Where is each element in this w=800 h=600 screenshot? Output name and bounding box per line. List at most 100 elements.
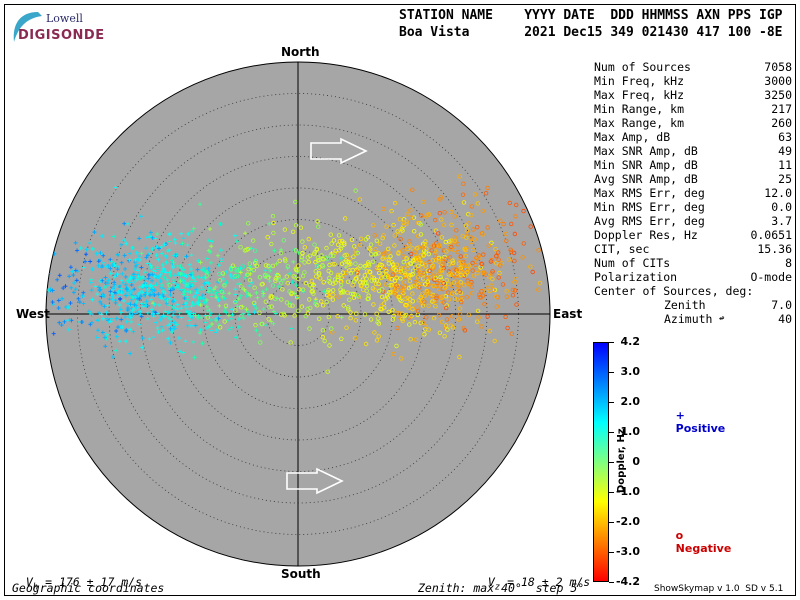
scatter-point-negative: [437, 210, 442, 216]
scatter-point-positive: [164, 301, 169, 306]
scatter-point-positive: [241, 316, 246, 321]
scatter-point-negative: [219, 289, 225, 294]
scatter-point-negative: [293, 199, 298, 205]
scatter-point-positive: [215, 253, 220, 258]
scatter-point-positive: [156, 329, 161, 334]
scatter-point-positive: [115, 272, 120, 277]
scatter-point-positive: [123, 293, 128, 298]
scatter-point-positive: [289, 326, 294, 331]
scatter-point-negative: [486, 243, 491, 248]
scatter-point-negative: [376, 251, 381, 256]
scatter-point-negative: [339, 243, 344, 249]
scatter-point-positive: [201, 265, 206, 270]
scatter-point-negative: [386, 276, 391, 281]
scatter-point-positive: [161, 288, 166, 293]
scatter-point-positive: [233, 292, 238, 297]
scatter-point-negative: [270, 283, 276, 288]
scatter-point-positive: [143, 277, 148, 282]
stats-value: 3250: [764, 88, 792, 102]
scatter-point-positive: [57, 320, 62, 325]
scatter-point-negative: [449, 209, 454, 215]
scatter-point-positive: [193, 313, 198, 318]
colorbar-tick-mark: [609, 432, 614, 433]
scatter-point-negative: [305, 311, 311, 316]
scatter-point-negative: [391, 351, 396, 357]
scatter-point-positive: [229, 316, 234, 321]
scatter-point-positive: [107, 319, 112, 324]
direction-east: East: [553, 307, 583, 321]
scatter-point-positive: [123, 282, 128, 287]
scatter-point-negative: [228, 267, 234, 272]
scatter-point-positive: [153, 236, 158, 241]
scatter-point-negative: [408, 207, 413, 213]
scatter-point-negative: [425, 290, 430, 295]
scatter-point-positive: [122, 238, 127, 243]
scatter-point-negative: [277, 277, 283, 283]
scatter-point-positive: [145, 316, 150, 321]
scatter-point-positive: [168, 270, 173, 275]
scatter-point-positive: [102, 293, 107, 298]
scatter-point-positive: [177, 336, 182, 341]
scatter-point-negative: [450, 258, 455, 263]
scatter-point-positive: [179, 315, 184, 320]
scatter-point-positive: [225, 318, 230, 323]
scatter-point-negative: [381, 233, 386, 238]
header-values: Boa Vista 2021 Dec15 349 021430 417 100 …: [399, 25, 783, 40]
scatter-point-positive: [128, 315, 133, 320]
scatter-point-negative: [257, 310, 262, 315]
scatter-point-negative: [242, 248, 248, 253]
scatter-point-positive: [67, 274, 72, 279]
scatter-point-negative: [382, 274, 388, 279]
scatter-point-positive: [71, 273, 76, 278]
center-value: 7.0: [771, 298, 792, 312]
scatter-point-negative: [442, 210, 447, 215]
stats-value: 15.36: [757, 242, 792, 256]
scatter-point-negative: [325, 369, 330, 374]
scatter-point-positive: [119, 278, 124, 283]
scatter-point-negative: [340, 270, 346, 275]
scatter-point-positive: [112, 290, 117, 295]
scatter-point-positive: [59, 323, 64, 328]
scatter-point-negative: [396, 310, 401, 316]
scatter-point-negative: [391, 222, 396, 228]
scatter-point-negative: [265, 234, 270, 240]
scatter-point-positive: [165, 277, 170, 282]
scatter-point-negative: [541, 230, 546, 236]
scatter-point-negative: [362, 273, 367, 278]
scatter-point-positive: [144, 303, 149, 308]
scatter-point-negative: [371, 223, 376, 228]
scatter-point-positive: [167, 270, 172, 275]
scatter-point-negative: [330, 297, 336, 302]
scatter-point-negative: [437, 330, 443, 335]
scatter-point-negative: [368, 247, 373, 252]
scatter-point-positive: [96, 259, 101, 264]
scatter-point-positive: [167, 296, 172, 301]
scatter-point-negative: [408, 337, 413, 342]
scatter-point-positive: [75, 248, 80, 253]
scatter-point-positive: [183, 339, 188, 344]
scatter-point-positive: [168, 326, 173, 331]
scatter-point-negative: [439, 270, 444, 276]
scatter-point-negative: [317, 271, 322, 276]
scatter-point-negative: [419, 294, 424, 300]
scatter-point-positive: [287, 271, 292, 276]
scatter-point-negative: [444, 303, 449, 308]
scatter-point-negative: [390, 272, 396, 277]
stats-label: CIT, sec: [594, 242, 650, 256]
scatter-point-positive: [190, 274, 195, 279]
scatter-point-negative: [422, 241, 428, 247]
scatter-point-positive: [132, 287, 137, 292]
scatter-point-positive: [173, 241, 178, 246]
scatter-point-positive: [84, 252, 89, 257]
scatter-point-negative: [464, 223, 469, 228]
stats-label: Max Range, km: [594, 116, 685, 130]
scatter-point-negative: [320, 334, 325, 340]
scatter-point-positive: [154, 253, 159, 258]
scatter-point-negative: [425, 268, 430, 273]
scatter-point-positive: [209, 294, 214, 299]
scatter-point-negative: [336, 233, 342, 238]
scatter-point-negative: [436, 257, 441, 262]
scatter-point-positive: [182, 289, 187, 294]
scatter-point-negative: [377, 270, 382, 276]
scatter-point-positive: [128, 351, 133, 356]
